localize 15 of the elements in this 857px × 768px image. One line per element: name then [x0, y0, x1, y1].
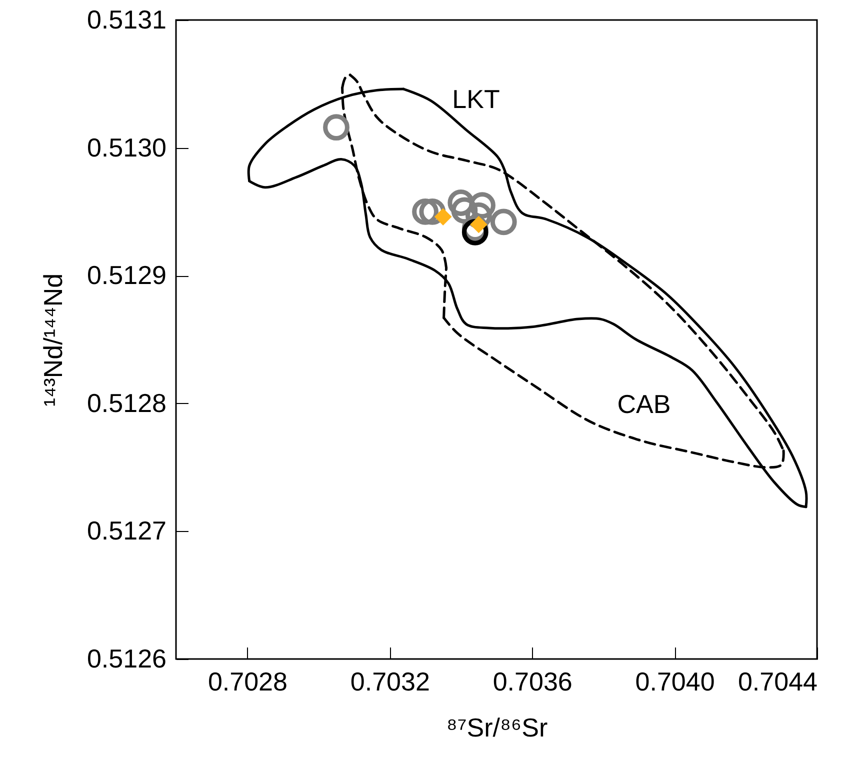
- x-axis-title: ⁸⁷Sr/⁸⁶Sr: [446, 712, 548, 742]
- y-tick-label: 0.5131: [86, 4, 166, 34]
- y-tick-label: 0.5127: [86, 516, 166, 546]
- x-tick-label: 0.7044: [738, 666, 818, 696]
- y-tick-label: 0.5128: [86, 388, 166, 418]
- x-tick-label: 0.7040: [635, 666, 715, 696]
- annotation: CAB: [617, 389, 671, 419]
- y-tick-label: 0.5129: [86, 260, 166, 290]
- x-tick-label: 0.7032: [350, 666, 430, 696]
- y-axis-title: ¹⁴³Nd/¹⁴⁴Nd: [38, 273, 68, 407]
- annotation: LKT: [452, 84, 500, 114]
- y-tick-label: 0.5130: [86, 132, 166, 162]
- x-tick-label: 0.7036: [492, 666, 572, 696]
- y-tick-label: 0.5126: [86, 644, 166, 674]
- x-tick-label: 0.7028: [208, 666, 288, 696]
